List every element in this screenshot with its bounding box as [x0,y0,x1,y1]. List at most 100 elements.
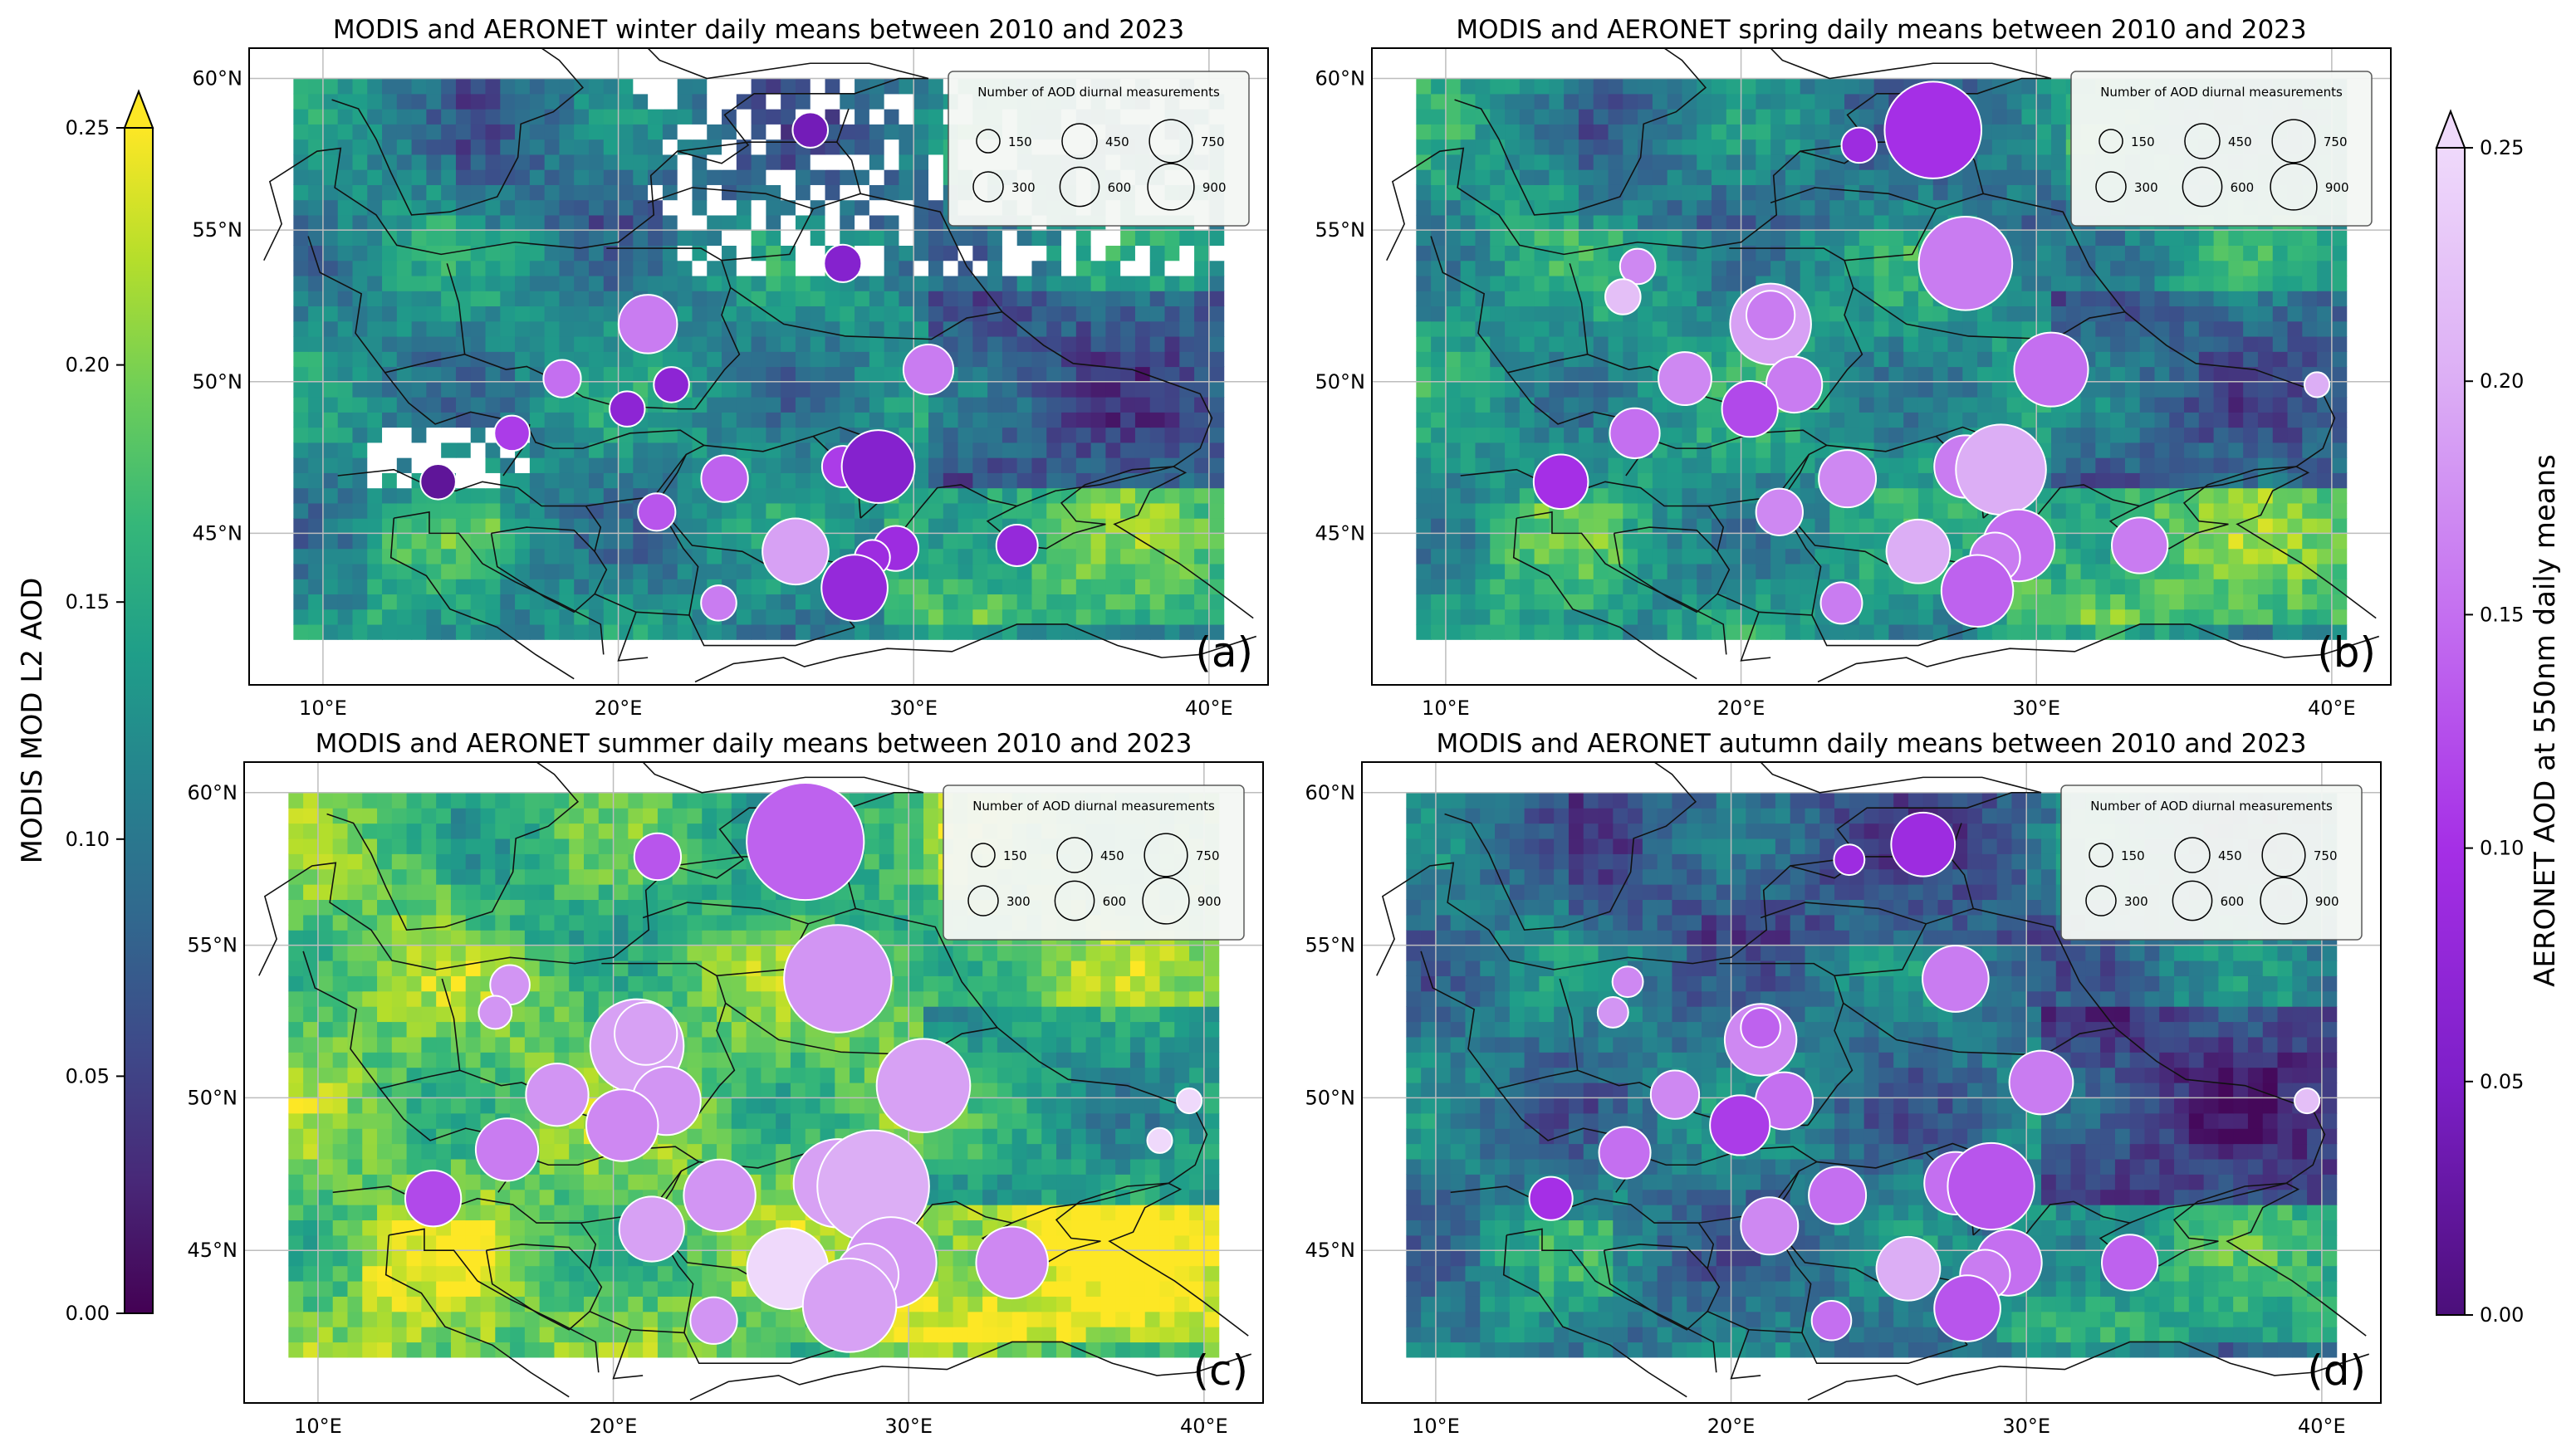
panel-letter: (d) [2307,1347,2366,1395]
legend-size-marker [1142,877,1190,925]
aeronet-station-marker [1885,518,1952,584]
aeronet-station-marker [1808,1166,1868,1225]
x-tick-label: 10°E [1412,1415,1460,1437]
map-frame [1361,761,2382,1404]
legend-entry-label: 300 [1011,180,1036,195]
y-tick-label: 60°N [188,781,238,804]
y-tick-label: 50°N [188,1086,238,1109]
modis-colorbar-gradient [124,127,154,1314]
aeronet-station-marker [1917,215,2014,311]
panel-title: MODIS and AERONET autumn daily means bet… [1436,729,2306,759]
panel-autumn: MODIS and AERONET autumn daily means bet… [1305,729,2382,1437]
y-tick-label: 60°N [193,67,243,90]
aeronet-colorbar: 0.00 0.05 0.10 0.15 0.20 0.25 AERONET AOD at … [2435,109,2562,1327]
aeronet-stations [419,111,1039,622]
aeronet-station-marker [1611,965,1644,999]
x-tick-label: 10°E [1422,697,1470,720]
legend-entry-label: 900 [2325,180,2349,195]
aeronet-station-marker [875,1038,972,1133]
aeronet-station-marker [762,517,830,586]
aeronet-station-marker [1709,1094,1771,1156]
aeronet-station-marker [820,554,889,622]
colorbar-tick-label: 0.15 [2480,603,2524,626]
y-tick-label: 45°N [188,1239,238,1262]
legend-entry-label: 450 [2218,848,2242,863]
panel-title: MODIS and AERONET summer daily means bet… [316,729,1193,759]
aeronet-station-marker [653,366,690,403]
x-tick-label: 40°E [1180,1415,1228,1437]
aeronet-colorbar-extend-arrow [2435,109,2466,149]
coastlines-and-borders [263,48,1257,685]
legend-entry-label: 450 [1105,134,1129,149]
colorbar-tick-label: 0.15 [66,590,110,613]
legend-entry-label: 750 [1196,848,1220,863]
legend-entry-label: 600 [1103,894,1127,909]
aeronet-station-marker [1947,1141,2035,1231]
colorbar-tick-label: 0.25 [66,116,110,139]
size-legend: Number of AOD diurnal measurements 150 300… [943,784,1245,941]
legend-entry-label: 450 [1100,848,1124,863]
coastlines-and-borders [258,762,1252,1403]
aeronet-station-marker [419,463,457,501]
panel-letter: (c) [1193,1347,1248,1395]
aeronet-station-marker [1765,355,1824,414]
modis-colorbar-extend-arrow [123,89,154,129]
aeronet-station-marker [1818,449,1878,509]
legend-size-marker [2184,123,2221,159]
legend-entry-label: 450 [2228,134,2252,149]
y-tick-label: 50°N [193,370,243,393]
y-tick-label: 50°N [1305,1086,1356,1109]
aeronet-station-marker [2013,331,2089,408]
aeronet-station-marker [614,1001,678,1066]
aeronet-station-marker [689,1296,738,1345]
x-tick-label: 40°E [1185,697,1233,720]
x-tick-label: 20°E [1717,697,1765,720]
aeronet-station-marker [1604,278,1642,315]
aeronet-station-marker [1649,1069,1701,1120]
aeronet-station-marker [1532,453,1589,511]
aeronet-station-marker [618,1195,685,1263]
x-tick-label: 20°E [590,1415,638,1437]
aeronet-station-marker [1955,423,2047,516]
x-tick-label: 30°E [2002,1415,2050,1437]
aeronet-station-marker [633,832,683,882]
legend-size-marker [2261,833,2306,877]
legend-title: Number of AOD diurnal measurements [977,85,1220,100]
aeronet-station-marker [1922,945,1990,1013]
legend-entry-label: 300 [2124,894,2148,909]
size-legend: Number of AOD diurnal measurements 150 300… [2070,71,2373,227]
aeronet-station-marker [637,492,677,532]
aeronet-station-marker [617,294,678,354]
legend-size-marker [972,171,1004,203]
aeronet-station-marker [995,524,1039,567]
map-frame [1371,47,2392,686]
aeronet-station-marker [542,359,582,398]
aeronet-station-marker [840,429,916,504]
legend-entry-label: 900 [2315,894,2339,909]
legend-entry-label: 600 [1108,180,1132,195]
legend-entry-label: 150 [1003,848,1027,863]
colorbar-tick-label: 0.25 [2480,136,2524,159]
legend-size-marker [967,885,999,916]
legend-title: Number of AOD diurnal measurements [972,799,1215,814]
x-tick-label: 20°E [1707,1415,1756,1437]
aeronet-station-marker [1721,379,1779,438]
legend-entry-label: 600 [2221,894,2245,909]
colorbar-tick-label: 0.10 [2480,837,2524,860]
legend-entry-label: 300 [2134,180,2158,195]
legend-size-marker [2085,885,2117,916]
legend-size-marker [2172,880,2213,921]
legend-entry-label: 900 [1197,894,1222,909]
y-tick-label: 45°N [193,521,243,545]
x-tick-label: 40°E [2308,697,2356,720]
aeronet-station-marker [1596,996,1629,1029]
colorbar-tick-label: 0.00 [2480,1303,2524,1327]
aeronet-station-marker [585,1088,659,1162]
legend-size-marker [1147,163,1195,211]
aeronet-station-marker [2008,1049,2074,1116]
y-tick-label: 55°N [1315,218,1366,242]
map-frame [248,47,1269,686]
aeronet-station-marker [783,924,893,1034]
y-tick-label: 50°N [1315,370,1366,393]
